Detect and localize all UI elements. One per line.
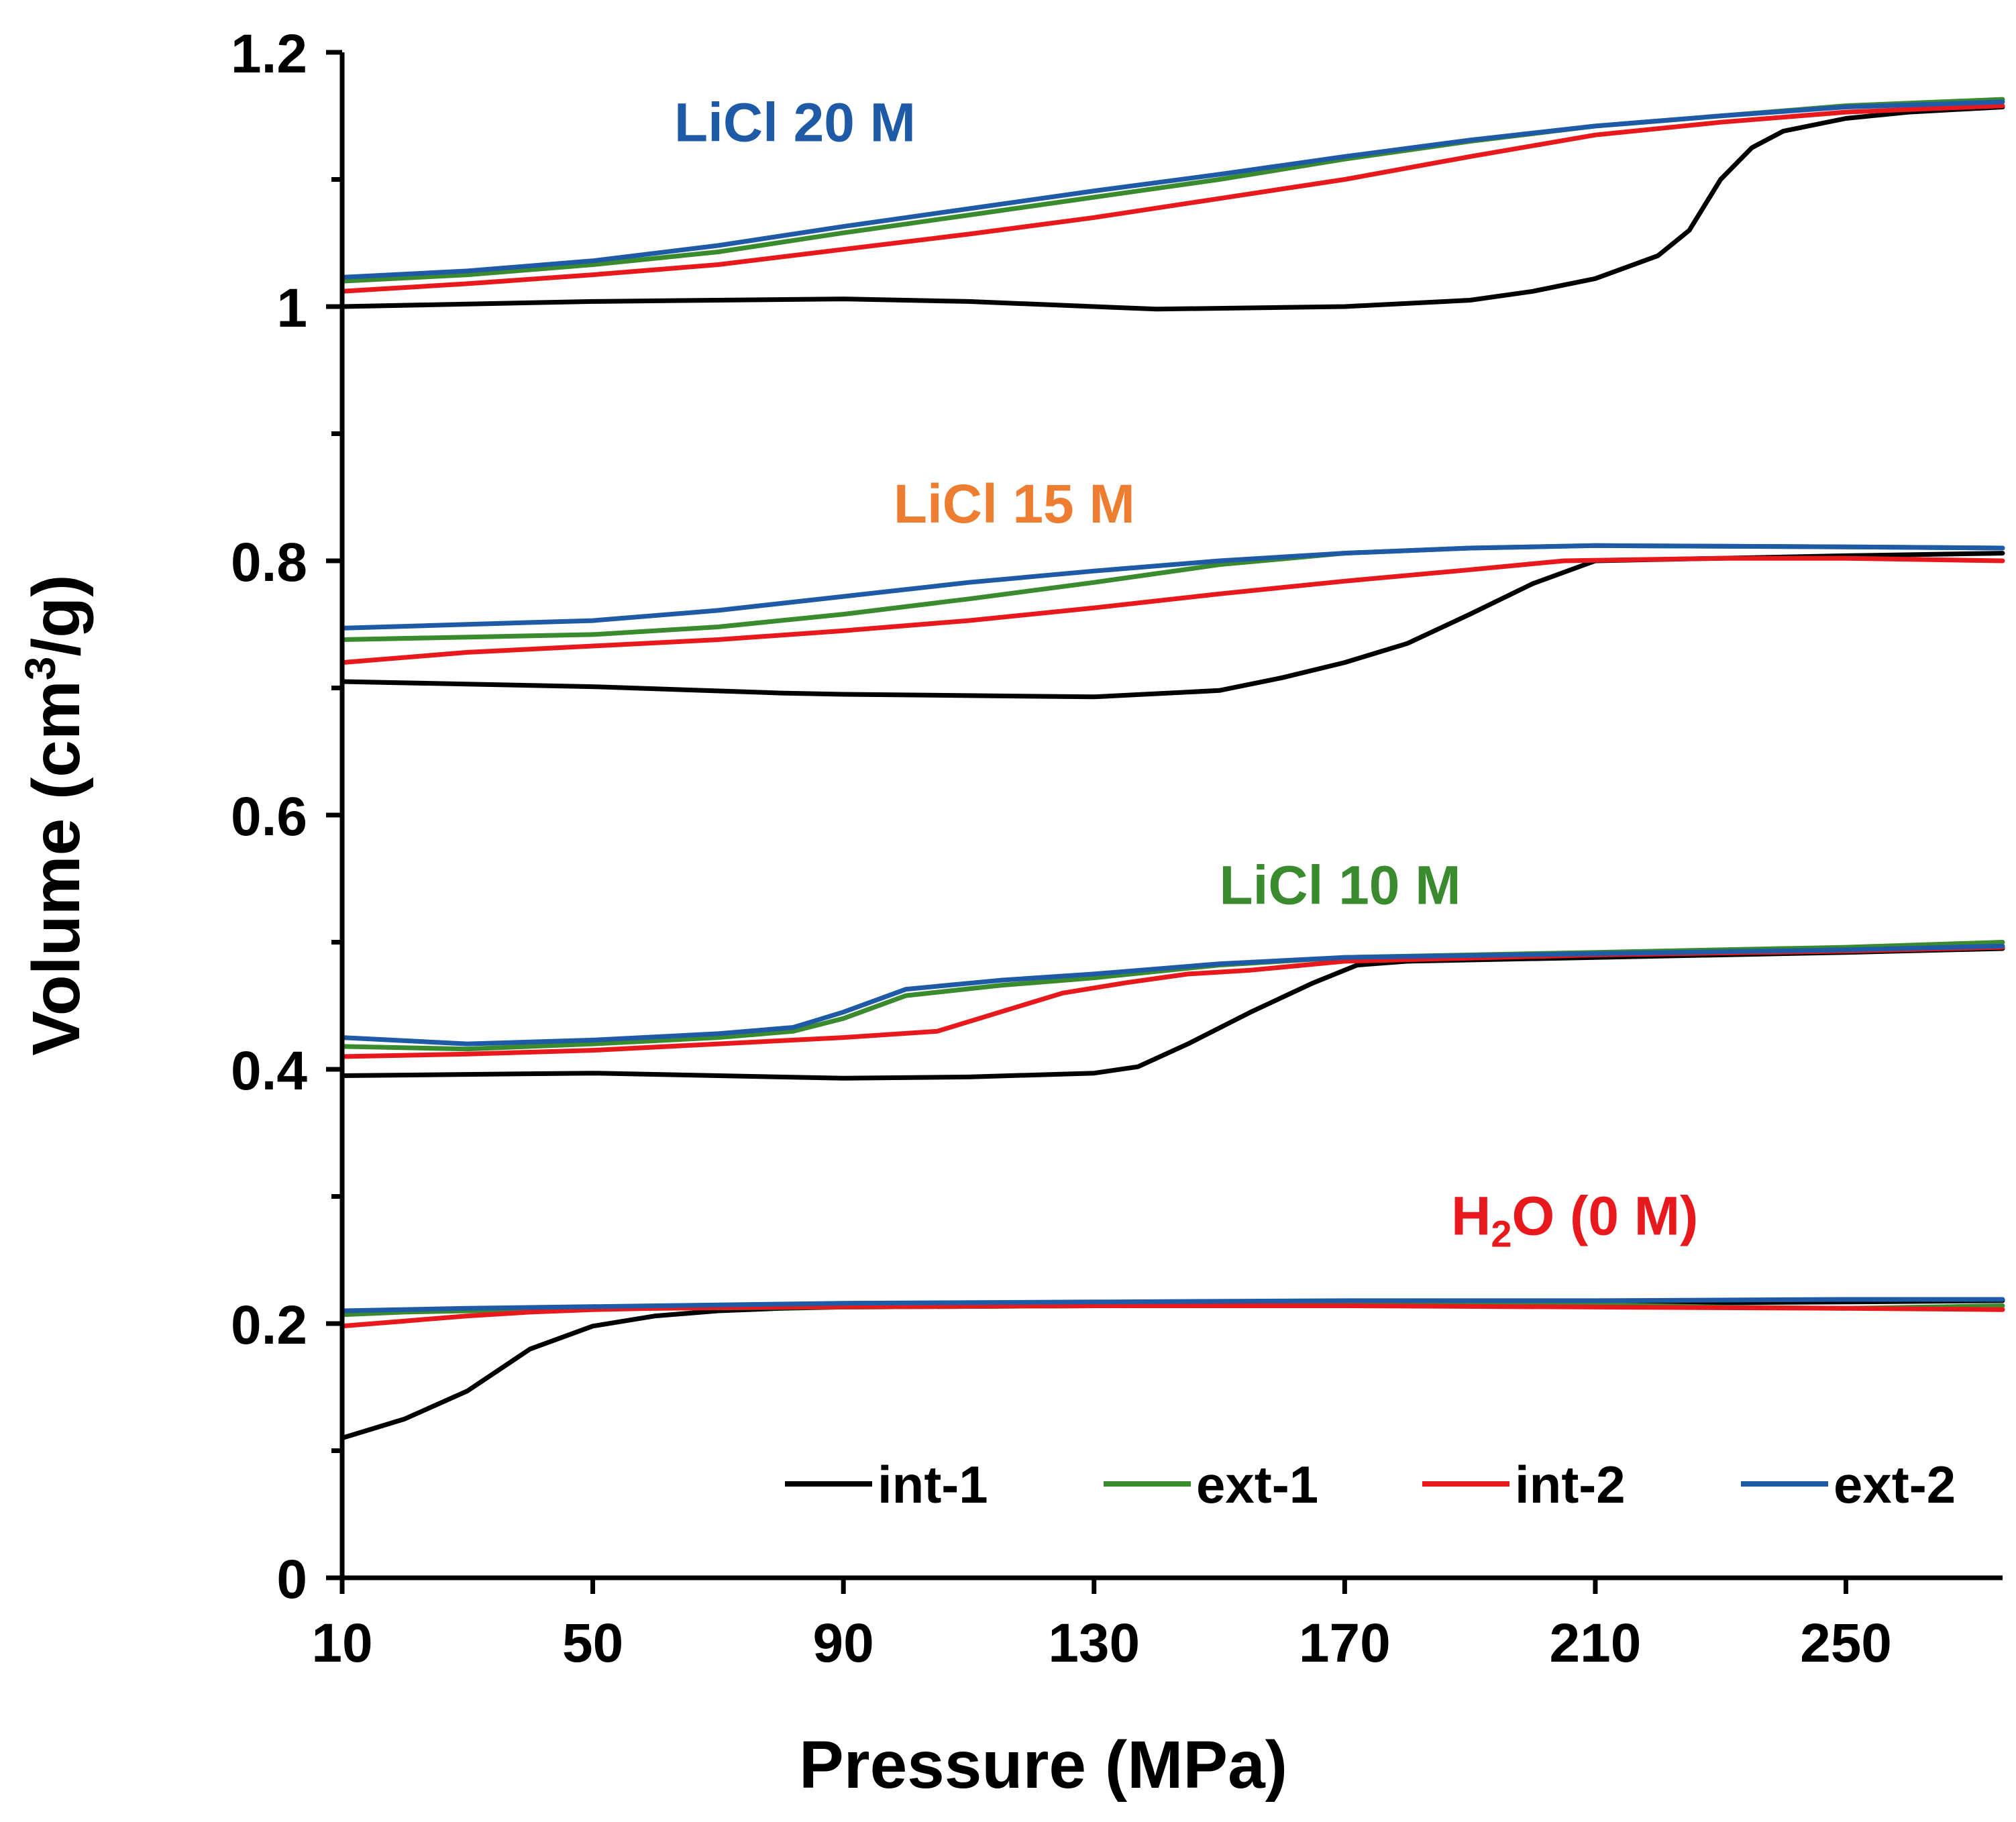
x-tick-label: 10	[311, 1613, 372, 1674]
x-tick-label: 130	[1048, 1613, 1140, 1674]
legend-label: ext-2	[1834, 1455, 1956, 1514]
series-line-licl-20-m-ext-2	[339, 99, 2005, 280]
legend-label: int-1	[878, 1455, 988, 1514]
annotation-licl-20: LiCl 20 M	[674, 93, 916, 154]
annotation-licl-10: LiCl 10 M	[1220, 855, 1461, 916]
series-line-licl-10-m-ext-2	[339, 943, 2005, 1047]
y-axis-title-prefix: Volume (cm	[19, 680, 94, 1055]
annotation-h2o-text: H	[1451, 1185, 1491, 1246]
y-tick-label: 1	[276, 278, 307, 339]
ticks-layer: 0 0.2 0.4 0.6 0.8 1 1.2 10 50 90 130 170 210 250	[231, 23, 1892, 1674]
y-tick-label: 0.2	[231, 1295, 307, 1356]
series-line-licl-15-m-int-1	[339, 551, 2005, 700]
legend-item-int-1: int-1	[785, 1455, 988, 1514]
series-line-h2o-0-m-ext-2	[339, 1297, 2005, 1314]
x-tick-label: 210	[1550, 1613, 1642, 1674]
series-line-licl-20-m-int-1	[339, 105, 2005, 312]
series-line-h2o-0-m-int-2	[339, 1303, 2005, 1329]
series-group-licl-20-m	[339, 97, 2005, 312]
y-tick-label: 0.6	[231, 786, 307, 847]
y-tick-label: 0.4	[231, 1040, 307, 1102]
series-group-licl-10-m	[339, 940, 2005, 1081]
y-axis-title-suffix: /g)	[19, 574, 94, 656]
y-tick-label: 0	[276, 1549, 307, 1610]
series-line-licl-20-m-int-2	[339, 103, 2005, 294]
x-tick-label: 50	[562, 1613, 623, 1674]
series-group-h2o-0-m	[339, 1297, 2005, 1441]
series-line-licl-15-m-ext-2	[339, 543, 2005, 631]
legend-label: int-2	[1515, 1455, 1626, 1514]
annotation-h2o-subscript: 2	[1491, 1212, 1511, 1254]
y-tick-label: 1.2	[231, 23, 307, 85]
x-axis-title: Pressure (MPa)	[799, 1727, 1287, 1803]
legend-item-int-2: int-2	[1422, 1455, 1626, 1514]
legend-item-ext-2: ext-2	[1741, 1455, 1956, 1514]
y-tick-label: 0.8	[231, 532, 307, 593]
x-tick-label: 250	[1800, 1613, 1892, 1674]
y-axis-title-superscript: 3	[16, 657, 64, 681]
series-line-licl-15-m-int-2	[339, 555, 2005, 665]
legend-label: ext-1	[1196, 1455, 1318, 1514]
series-group-licl-15-m	[339, 543, 2005, 700]
x-tick-label: 90	[813, 1613, 874, 1674]
legend: int-1 ext-1 int-2 ext-2	[785, 1455, 1956, 1514]
annotation-h2o-text2: O (0 M)	[1511, 1185, 1698, 1246]
series-layer	[339, 97, 2005, 1441]
x-tick-label: 170	[1299, 1613, 1391, 1674]
annotation-licl-15: LiCl 15 M	[894, 474, 1135, 535]
annotation-layer: LiCl 20 M LiCl 15 M LiCl 10 M H2O (0 M)	[674, 93, 1698, 1255]
y-axis-title: Volume (cm3/g)	[16, 574, 94, 1055]
annotation-h2o: H2O (0 M)	[1451, 1185, 1698, 1254]
legend-item-ext-1: ext-1	[1104, 1455, 1318, 1514]
